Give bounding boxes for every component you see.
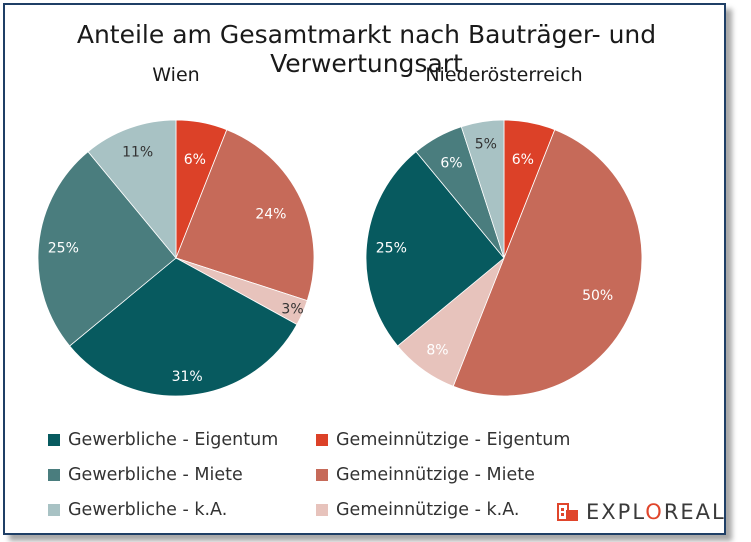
- pie-slice-noe-1: [452, 129, 643, 397]
- pie-label-wien-0: 6%: [184, 152, 206, 168]
- legend-label: Gewerbliche - Eigentum: [68, 430, 279, 450]
- pie-slice-wien-1: [175, 129, 315, 302]
- legend-item: Gemeinnützige - Eigentum: [316, 430, 570, 450]
- legend-swatch: [316, 469, 328, 481]
- legend-swatch: [316, 434, 328, 446]
- pie-label-noe-3: 25%: [376, 240, 407, 256]
- pie-label-wien-5: 11%: [122, 145, 153, 161]
- pie-label-noe-2: 8%: [426, 343, 448, 359]
- pie-slice-wien-5: [87, 119, 177, 260]
- legend-item: Gemeinnützige - k.A.: [316, 500, 519, 520]
- legend-label: Gemeinnützige - k.A.: [336, 500, 520, 520]
- legend-label: Gewerbliche - Miete: [68, 465, 243, 485]
- pie-title-wien: Wien: [152, 64, 200, 86]
- pie-slice-wien-3: [69, 257, 298, 397]
- pie-slice-wien-4: [37, 151, 177, 347]
- pie-label-wien-3: 31%: [172, 369, 203, 385]
- pie-label-noe-0: 6%: [512, 152, 534, 168]
- legend-swatch: [48, 469, 60, 481]
- pie-slice-noe-5: [460, 119, 505, 259]
- legend-label: Gemeinnützige - Miete: [336, 465, 535, 485]
- pie-label-noe-1: 50%: [582, 288, 613, 304]
- pie-title-niederoesterreich: Niederösterreich: [425, 64, 583, 86]
- explorereal-logo: EXPLOREAL: [556, 500, 726, 524]
- legend-swatch: [48, 434, 60, 446]
- legend-swatch: [316, 504, 328, 516]
- pie-label-wien-2: 3%: [281, 301, 303, 317]
- pie-slice-noe-3: [365, 151, 505, 347]
- legend-item: Gewerbliche - k.A.: [48, 500, 227, 520]
- pie-label-noe-4: 6%: [440, 155, 462, 171]
- logo-wordmark: EXPLOREAL: [586, 500, 726, 524]
- pie-label-noe-5: 5%: [475, 137, 497, 153]
- pie-label-wien-4: 25%: [48, 240, 79, 256]
- chart-title: Anteile am Gesamtmarkt nach Bauträger- u…: [76, 20, 657, 78]
- legend-item: Gemeinnützige - Miete: [316, 465, 535, 485]
- legend-label: Gewerbliche - k.A.: [68, 500, 228, 520]
- legend-item: Gewerbliche - Eigentum: [48, 430, 278, 450]
- legend-swatch: [48, 504, 60, 516]
- logo-icon: [557, 503, 578, 521]
- pie-label-wien-1: 24%: [255, 206, 286, 222]
- legend-label: Gemeinnützige - Eigentum: [336, 430, 571, 450]
- legend-item: Gewerbliche - Miete: [48, 465, 243, 485]
